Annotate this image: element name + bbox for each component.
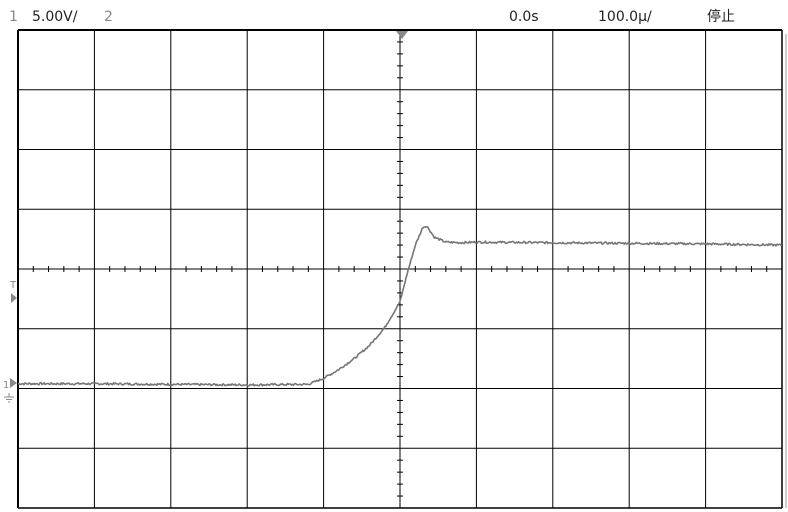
- channel1-scale[interactable]: 5.00V/: [32, 9, 78, 25]
- channel1-ground-marker[interactable]: 1: [3, 378, 17, 403]
- graticule-center-ticks: [32, 41, 768, 497]
- trigger-level-marker[interactable]: T: [9, 280, 17, 303]
- trigger-position-marker[interactable]: [396, 31, 408, 39]
- trigger-level-arrow: [11, 293, 17, 303]
- status-bar: 1 5.00V/ 2 0.0s 100.0µ/ 停止: [0, 0, 788, 30]
- channel1-ground-arrow: [10, 378, 17, 388]
- channel1-ground-label: 1: [3, 380, 9, 391]
- channel2-number[interactable]: 2: [104, 9, 113, 25]
- time-offset: 0.0s: [509, 9, 539, 25]
- channel1-trace: [17, 225, 783, 387]
- graticule-grid: [18, 30, 782, 508]
- channel1-number[interactable]: 1: [9, 9, 18, 25]
- trigger-level-label: T: [9, 280, 17, 291]
- run-state[interactable]: 停止: [707, 9, 735, 25]
- time-scale[interactable]: 100.0µ/: [598, 9, 652, 25]
